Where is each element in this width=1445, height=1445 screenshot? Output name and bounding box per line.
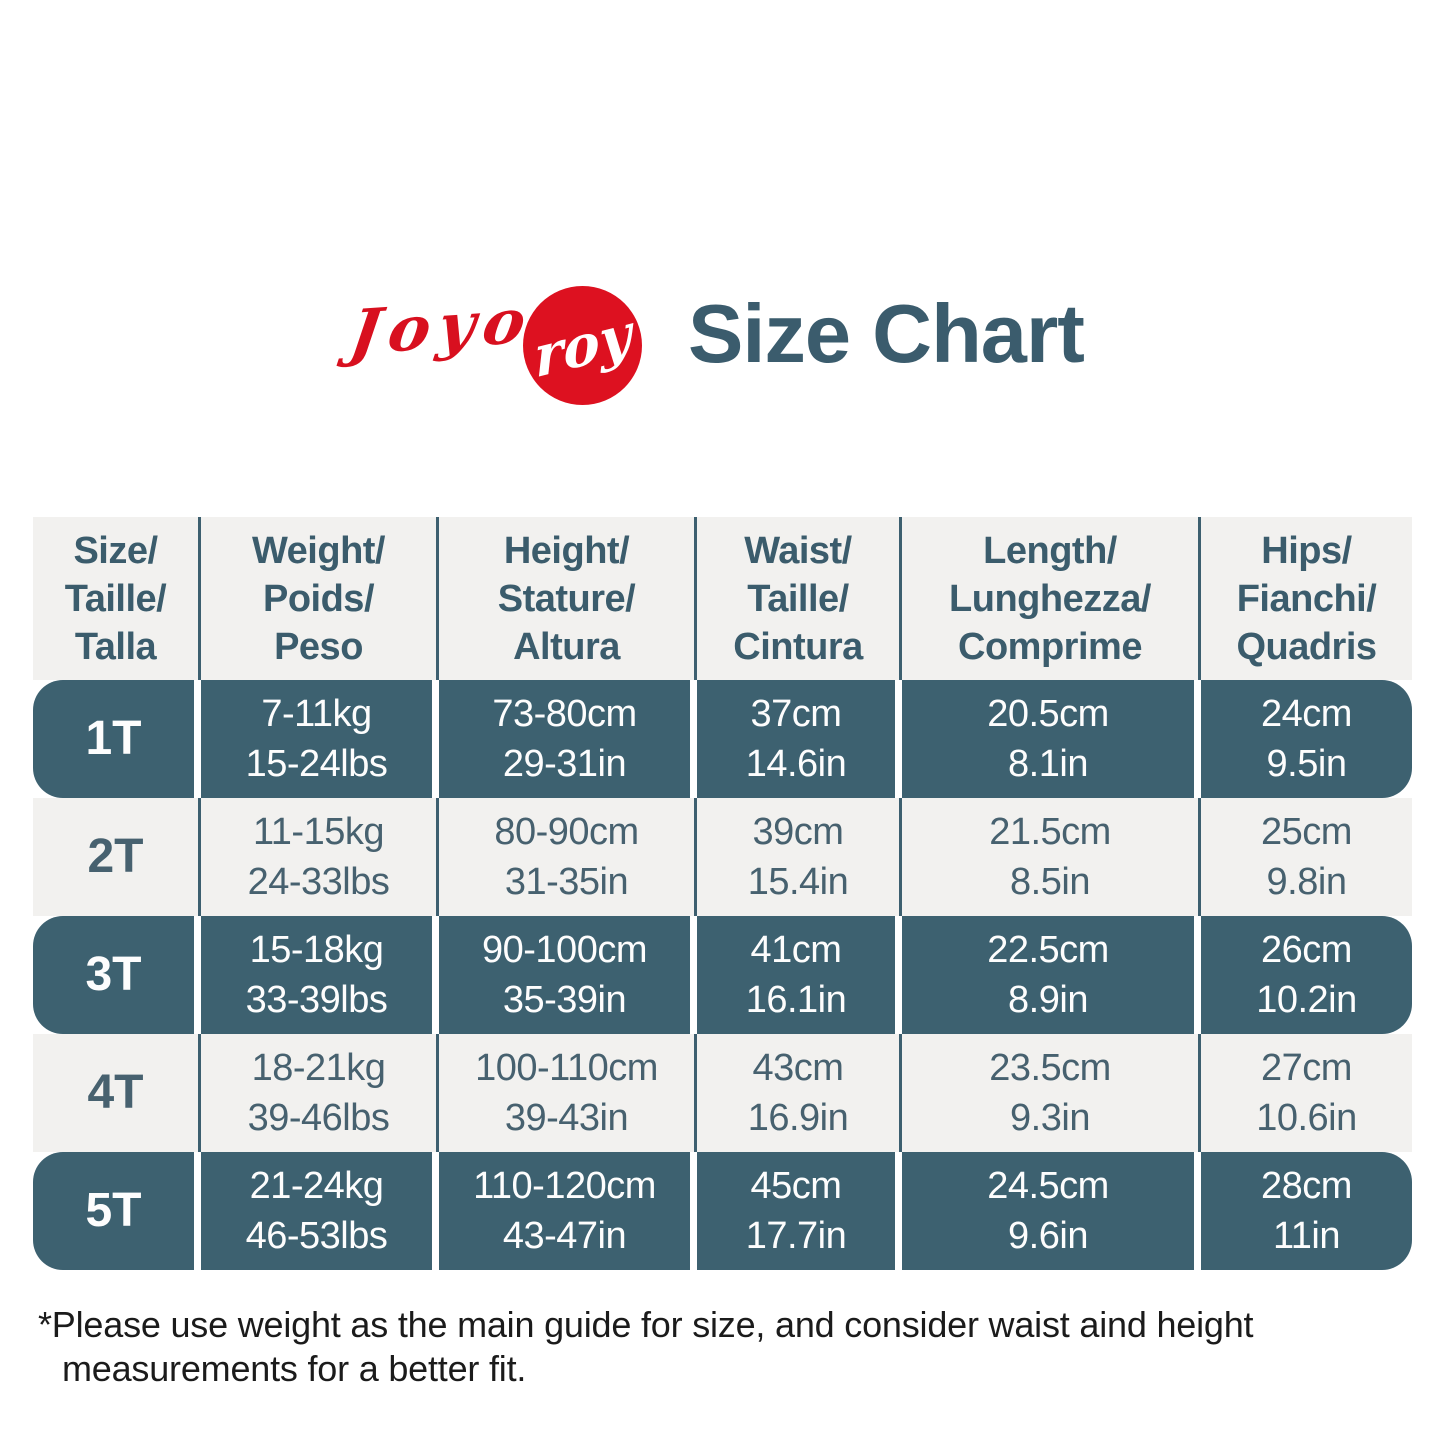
brand-logo-circle: roy bbox=[523, 286, 642, 405]
length-cell: 24.5cm 9.6in bbox=[902, 1152, 1201, 1270]
length-cell: 22.5cm 8.9in bbox=[902, 916, 1201, 1034]
table-row-5t: 5T 21-24kg 46-53lbs 110-120cm 43-47in 45… bbox=[33, 1152, 1412, 1270]
length-cell: 21.5cm 8.5in bbox=[902, 798, 1201, 916]
table-row-2t: 2T 11-15kg 24-33lbs 80-90cm 31-35in 39cm… bbox=[33, 798, 1412, 916]
column-header-size: Size/ Taille/ Talla bbox=[33, 517, 201, 680]
weight-cell: 15-18kg 33-39lbs bbox=[201, 916, 439, 1034]
size-cell: 4T bbox=[33, 1034, 201, 1152]
hips-cell: 25cm 9.8in bbox=[1201, 798, 1412, 916]
column-header-length: Length/ Lunghezza/ Comprime bbox=[902, 517, 1201, 680]
hips-cell: 28cm 11in bbox=[1201, 1152, 1412, 1270]
page-title: Size Chart bbox=[688, 287, 1085, 380]
waist-cell: 37cm 14.6in bbox=[697, 680, 902, 798]
height-cell: 90-100cm 35-39in bbox=[439, 916, 697, 1034]
note-line-2: measurements for a better fit. bbox=[62, 1348, 527, 1389]
height-cell: 80-90cm 31-35in bbox=[439, 798, 697, 916]
table-header-row: Size/ Taille/ Talla Weight/ Poids/ Peso … bbox=[33, 517, 1412, 680]
hips-cell: 27cm 10.6in bbox=[1201, 1034, 1412, 1152]
table-row-4t: 4T 18-21kg 39-46lbs 100-110cm 39-43in 43… bbox=[33, 1034, 1412, 1152]
size-cell: 3T bbox=[33, 916, 201, 1034]
column-header-weight: Weight/ Poids/ Peso bbox=[201, 517, 439, 680]
column-header-hips: Hips/ Fianchi/ Quadris bbox=[1201, 517, 1412, 680]
size-guide-note: *Please use weight as the main guide for… bbox=[38, 1303, 1418, 1391]
column-header-height: Height/ Stature/ Altura bbox=[439, 517, 697, 680]
size-cell: 1T bbox=[33, 680, 201, 798]
size-chart-table: Size/ Taille/ Talla Weight/ Poids/ Peso … bbox=[33, 517, 1412, 1270]
size-cell: 2T bbox=[33, 798, 201, 916]
length-cell: 20.5cm 8.1in bbox=[902, 680, 1201, 798]
brand-logo-circle-text: roy bbox=[531, 300, 634, 391]
height-cell: 73-80cm 29-31in bbox=[439, 680, 697, 798]
weight-cell: 7-11kg 15-24lbs bbox=[201, 680, 439, 798]
table-row-3t: 3T 15-18kg 33-39lbs 90-100cm 35-39in 41c… bbox=[33, 916, 1412, 1034]
length-cell: 23.5cm 9.3in bbox=[902, 1034, 1201, 1152]
waist-cell: 43cm 16.9in bbox=[697, 1034, 902, 1152]
waist-cell: 39cm 15.4in bbox=[697, 798, 902, 916]
height-cell: 110-120cm 43-47in bbox=[439, 1152, 697, 1270]
height-cell: 100-110cm 39-43in bbox=[439, 1034, 697, 1152]
weight-cell: 21-24kg 46-53lbs bbox=[201, 1152, 439, 1270]
weight-cell: 11-15kg 24-33lbs bbox=[201, 798, 439, 916]
size-cell: 5T bbox=[33, 1152, 201, 1270]
weight-cell: 18-21kg 39-46lbs bbox=[201, 1034, 439, 1152]
brand-logo-script: Joyo bbox=[345, 283, 539, 370]
waist-cell: 45cm 17.7in bbox=[697, 1152, 902, 1270]
note-line-1: *Please use weight as the main guide for… bbox=[38, 1304, 1254, 1345]
hips-cell: 24cm 9.5in bbox=[1201, 680, 1412, 798]
table-row-1t: 1T 7-11kg 15-24lbs 73-80cm 29-31in 37cm … bbox=[33, 680, 1412, 798]
waist-cell: 41cm 16.1in bbox=[697, 916, 902, 1034]
hips-cell: 26cm 10.2in bbox=[1201, 916, 1412, 1034]
column-header-waist: Waist/ Taille/ Cintura bbox=[697, 517, 902, 680]
